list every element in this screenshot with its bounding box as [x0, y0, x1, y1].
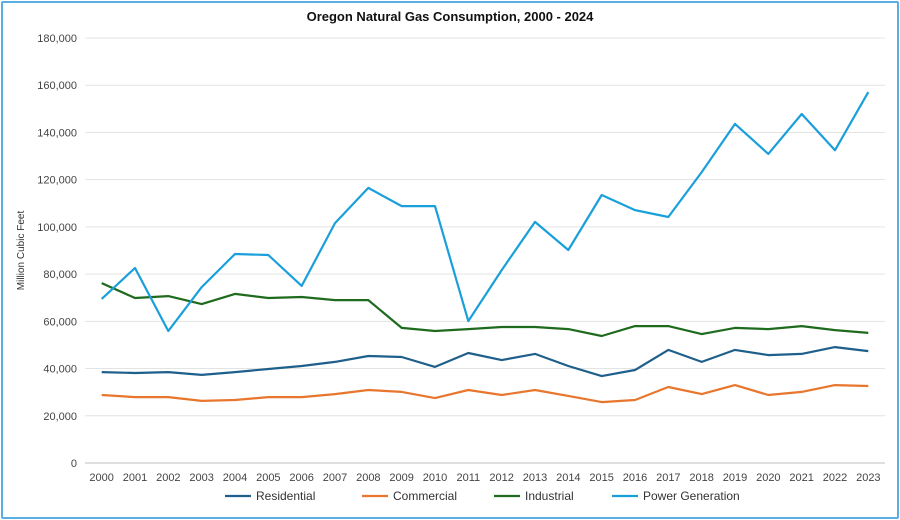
- series-line-power-generation: [100, 91, 870, 333]
- legend-label: Commercial: [393, 489, 457, 503]
- y-tick-label: 140,000: [37, 127, 77, 139]
- y-tick-label: 120,000: [37, 175, 77, 187]
- x-tick-label: 2000: [89, 472, 113, 484]
- series-line-residential: [101, 346, 869, 378]
- x-tick-label: 2010: [423, 472, 447, 484]
- x-tick-label: 2007: [323, 472, 347, 484]
- legend-label: Industrial: [525, 489, 574, 503]
- y-tick-label: 20,000: [43, 411, 77, 423]
- x-tick-label: 2019: [723, 472, 747, 484]
- x-tick-label: 2011: [457, 472, 481, 484]
- x-tick-label: 2021: [789, 472, 813, 484]
- series-line-commercial: [101, 384, 869, 404]
- chart-title: Oregon Natural Gas Consumption, 2000 - 2…: [306, 9, 594, 24]
- x-tick-label: 2006: [289, 472, 313, 484]
- x-tick-label: 2012: [489, 472, 513, 484]
- x-tick-label: 2004: [223, 472, 247, 484]
- x-tick-label: 2003: [189, 472, 213, 484]
- x-tick-label: 2022: [823, 472, 847, 484]
- y-tick-label: 180,000: [37, 33, 77, 45]
- x-tick-label: 2015: [589, 472, 613, 484]
- x-tick-label: 2001: [123, 472, 147, 484]
- y-tick-label: 0: [71, 458, 77, 470]
- y-axis-label: Million Cubic Feet: [16, 211, 27, 291]
- y-tick-label: 60,000: [43, 316, 77, 328]
- x-tick-label: 2023: [856, 472, 880, 484]
- x-tick-label: 2013: [523, 472, 547, 484]
- x-tick-label: 2009: [389, 472, 413, 484]
- x-tick-label: 2002: [156, 472, 180, 484]
- y-tick-label: 100,000: [37, 222, 77, 234]
- legend-label: Power Generation: [643, 489, 740, 503]
- x-tick-label: 2005: [256, 472, 280, 484]
- x-tick-label: 2020: [756, 472, 780, 484]
- y-tick-label: 80,000: [43, 269, 77, 281]
- series-line-industrial: [101, 282, 869, 338]
- x-tick-label: 2016: [623, 472, 647, 484]
- x-tick-label: 2017: [656, 472, 680, 484]
- x-tick-label: 2018: [689, 472, 713, 484]
- y-tick-label: 160,000: [37, 80, 77, 92]
- legend-label: Residential: [256, 489, 315, 503]
- y-tick-label: 40,000: [43, 364, 77, 376]
- x-tick-label: 2008: [356, 472, 380, 484]
- x-tick-label: 2014: [556, 472, 580, 484]
